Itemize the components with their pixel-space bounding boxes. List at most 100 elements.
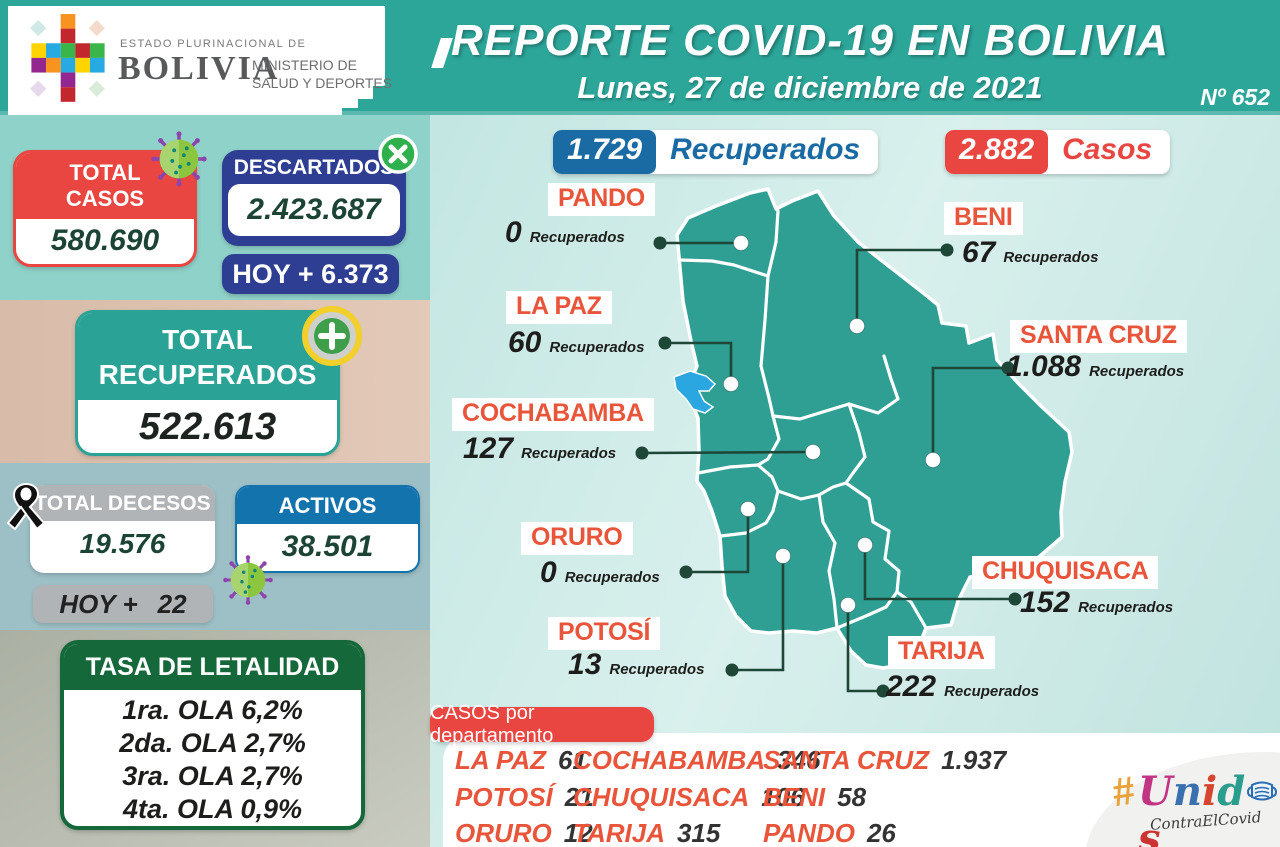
dept-name: LA PAZ	[455, 745, 546, 775]
map-value-la-paz: 60 Recuperados	[508, 326, 644, 360]
dept-name: COCHABAMBA	[573, 745, 766, 775]
casos-entry-oruro: ORURO 12	[455, 818, 593, 847]
unidos-letter: U	[1138, 768, 1173, 815]
dept-cases: 1.937	[941, 745, 1007, 775]
total-decesos-value: 19.576	[79, 528, 166, 559]
recovered-unit: Recuperados	[1003, 249, 1099, 266]
dept-cases: 106	[761, 782, 805, 812]
recovered-unit: Recuperados	[1089, 363, 1185, 380]
activos-card: ACTIVOS 38.501	[235, 485, 420, 573]
decesos-hoy-value: 22	[157, 588, 187, 619]
dept-name: SANTA CRUZ	[763, 745, 930, 775]
recovered-count: 1.088	[1006, 350, 1082, 383]
virus-icon	[223, 555, 273, 605]
recovered-unit: Recuperados	[944, 683, 1040, 700]
recovered-count: 0	[505, 216, 522, 249]
recovered-unit: Recuperados	[549, 339, 645, 356]
casos-entry-cochabamba: COCHABAMBA 346	[573, 745, 820, 776]
recovered-unit: Recuperados	[529, 229, 625, 246]
letalidad-row-3: 3ra. OLA 2,7%	[122, 761, 303, 791]
logo-ministerio-line2: SALUD Y DEPORTES	[252, 74, 393, 91]
dept-cases: 12	[563, 818, 593, 847]
casos-daily-label: Casos	[1062, 133, 1153, 166]
plus-circle-icon	[302, 306, 362, 366]
descartados-card: DESCARTADOS 2.423.687	[222, 150, 406, 246]
map-value-cochabamba: 127 Recuperados	[463, 432, 616, 466]
map-value-chuquisaca: 152 Recuperados	[1020, 586, 1173, 620]
report-number: Nº 652	[1200, 84, 1270, 110]
map-label-tarija: TARIJA	[888, 636, 995, 669]
page-title: REPORTE COVID-19 EN BOLIVIA	[450, 16, 1170, 65]
casos-entry-potosi: POTOSÍ 21	[455, 782, 594, 813]
total-recuperados-card: TOTAL RECUPERADOS 522.613	[75, 310, 340, 456]
total-recuperados-header: TOTAL RECUPERADOS	[78, 313, 337, 400]
decesos-hoy-badge: HOY + 22	[33, 585, 213, 623]
total-recuperados-label-2: RECUPERADOS	[98, 359, 317, 390]
casos-daily-value: 2.882	[945, 130, 1049, 174]
casos-entry-pando: PANDO 26	[763, 818, 896, 847]
total-casos-value: 580.690	[50, 223, 160, 257]
total-decesos-header: TOTAL DECESOS	[30, 485, 215, 521]
recovered-unit: Recuperados	[1078, 599, 1174, 616]
report-date: Lunes, 27 de diciembre de 2021	[577, 70, 1043, 105]
recuperados-daily-badge: 1.729 Recuperados	[553, 130, 879, 174]
callout-anchor-dots	[635, 236, 1022, 698]
dept-cases: 21	[564, 782, 594, 812]
recuperados-daily-label: Recuperados	[670, 133, 861, 166]
bolivia-map	[635, 187, 1074, 698]
decesos-hoy-label: HOY +	[59, 588, 138, 619]
map-value-beni: 67 Recuperados	[962, 236, 1098, 270]
map-label-beni: BENI	[944, 202, 1023, 235]
logo-ministerio-line1: MINISTERIO DE	[252, 57, 358, 73]
map-label-pando: PANDO	[548, 183, 655, 216]
mourning-ribbon-icon	[6, 482, 46, 531]
map-point-dots	[723, 235, 941, 613]
face-mask-icon	[1247, 781, 1278, 801]
map-value-pando: 0 Recuperados	[505, 216, 625, 250]
letalidad-row-4: 4ta. OLA 0,9%	[122, 794, 303, 824]
map-label-santa-cruz: SANTA CRUZ	[1010, 320, 1187, 353]
descartados-value: 2.423.687	[228, 184, 400, 236]
dept-name: ORURO	[455, 818, 552, 847]
recovered-count: 13	[568, 648, 602, 681]
letalidad-header: TASA DE LETALIDAD	[64, 644, 361, 690]
activos-header: ACTIVOS	[237, 487, 418, 524]
map-label-cochabamba: COCHABAMBA	[452, 398, 654, 431]
dept-name: TARIJA	[573, 818, 665, 847]
map-label-chuquisaca: CHUQUISACA	[972, 556, 1159, 589]
recovered-count: 67	[962, 236, 996, 269]
department-borders	[678, 209, 928, 630]
logo-estado-text: ESTADO PLURINACIONAL DE	[120, 38, 307, 50]
bolivia-emblem-icon	[30, 14, 105, 102]
map-label-potosi: POTOSÍ	[548, 617, 661, 650]
total-casos-label-1: TOTAL	[69, 160, 141, 185]
dept-name: CHUQUISACA	[573, 782, 750, 812]
map-label-la-paz: LA PAZ	[506, 291, 612, 324]
activos-value: 38.501	[281, 530, 374, 563]
casos-entry-santa-cruz: SANTA CRUZ 1.937	[763, 745, 1006, 776]
dept-name: BENI	[763, 782, 826, 812]
recovered-unit: Recuperados	[521, 445, 617, 462]
recovered-unit: Recuperados	[564, 569, 660, 586]
casos-entry-la-paz: LA PAZ 61	[455, 745, 587, 776]
virus-icon	[151, 131, 207, 187]
recovered-count: 0	[540, 556, 557, 589]
letalidad-row-2: 2da. OLA 2,7%	[119, 728, 306, 758]
dept-name: PANDO	[763, 818, 855, 847]
dept-cases: 26	[866, 818, 896, 847]
recovered-count: 127	[463, 432, 514, 465]
total-recuperados-label-1: TOTAL	[162, 324, 253, 355]
map-label-oruro: ORURO	[521, 522, 633, 555]
recovered-count: 60	[508, 326, 542, 359]
unidos-letter: d	[1217, 768, 1246, 815]
check-x-icon	[378, 134, 418, 174]
total-decesos-card: TOTAL DECESOS 19.576	[30, 485, 215, 573]
unidos-letter: s	[1138, 815, 1161, 847]
lake-titicaca	[673, 370, 717, 414]
unidos-letter: i	[1201, 768, 1218, 815]
casos-entry-beni: BENI 58	[763, 782, 866, 813]
map-value-tarija: 222 Recuperados	[886, 670, 1039, 704]
recovered-unit: Recuperados	[609, 661, 705, 678]
logo-bolivia-wordmark: BOLIVIA	[118, 50, 280, 87]
